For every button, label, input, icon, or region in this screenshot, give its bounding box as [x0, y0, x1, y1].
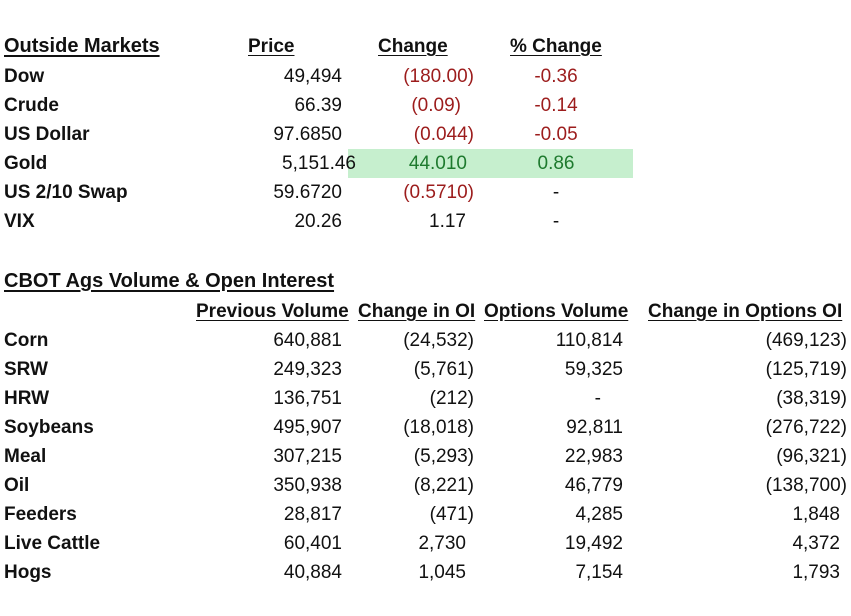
- change-oi: (5,761): [413, 359, 474, 380]
- cbot-row-hrw: HRW 136,751 (212) - (38,319): [0, 384, 851, 413]
- cbot-row-feeders: Feeders 28,817 (471) 4,285 1,848: [0, 500, 851, 529]
- change-header: Change: [378, 36, 448, 57]
- market-name: US 2/10 Swap: [4, 182, 128, 203]
- change-oi-header: Change in OI: [358, 301, 476, 322]
- outside-row-dow: Dow 49,494 (180.00) -0.36: [0, 62, 851, 91]
- change-oi: 2,730: [418, 533, 466, 554]
- market-change: (0.044): [413, 124, 474, 145]
- market-name: Gold: [4, 153, 48, 174]
- market-price: 49,494: [283, 66, 342, 87]
- change-options-oi: (96,321): [776, 446, 847, 467]
- change-options-oi: 1,793: [792, 562, 840, 583]
- cbot-row-oil: Oil 350,938 (8,221) 46,779 (138,700): [0, 471, 851, 500]
- market-name: Crude: [4, 95, 59, 116]
- options-volume: 110,814: [555, 330, 623, 351]
- outside-markets-title: Outside Markets: [4, 35, 160, 57]
- market-pct-change: -0.05: [534, 124, 578, 145]
- market-name: US Dollar: [4, 124, 90, 145]
- market-price: 59.6720: [273, 182, 342, 203]
- change-options-oi: 1,848: [792, 504, 840, 525]
- commodity-name: Feeders: [4, 504, 77, 525]
- outside-row-us-dollar: US Dollar 97.6850 (0.044) -0.05: [0, 120, 851, 149]
- outside-row-gold: Gold 5,151.46 44.010 0.86: [0, 149, 851, 178]
- options-volume: 59,325: [564, 359, 623, 380]
- prev-volume: 249,323: [273, 359, 342, 380]
- commodity-name: Live Cattle: [4, 533, 101, 554]
- change-options-oi: (125,719): [765, 359, 847, 380]
- market-pct-change: -0.14: [534, 95, 578, 116]
- change-options-oi: 4,372: [792, 533, 840, 554]
- gold-highlight: [348, 149, 633, 178]
- change-options-oi: (469,123): [765, 330, 847, 351]
- options-volume: 4,285: [575, 504, 623, 525]
- market-name: VIX: [4, 211, 35, 232]
- cbot-title-row: CBOT Ags Volume & Open Interest: [0, 267, 851, 296]
- options-volume: 22,983: [564, 446, 623, 467]
- prev-volume: 307,215: [273, 446, 342, 467]
- cbot-row-hogs: Hogs 40,884 1,045 7,154 1,793: [0, 558, 851, 587]
- outside-header-row: Outside Markets Price Change % Change: [0, 32, 851, 61]
- commodity-name: Meal: [4, 446, 47, 467]
- cbot-title: CBOT Ags Volume & Open Interest: [4, 270, 335, 292]
- prev-volume: 28,817: [283, 504, 342, 525]
- market-pct-change: -0.36: [534, 66, 578, 87]
- commodity-name: Hogs: [4, 562, 52, 583]
- commodity-name: Corn: [4, 330, 49, 351]
- market-pct-change: -: [552, 182, 560, 203]
- change-options-oi: (276,722): [765, 417, 847, 438]
- market-price: 20.26: [294, 211, 342, 232]
- prev-volume: 350,938: [273, 475, 342, 496]
- options-volume: 46,779: [564, 475, 623, 496]
- prev-volume: 495,907: [273, 417, 342, 438]
- commodity-name: Oil: [4, 475, 30, 496]
- options-volume: 7,154: [575, 562, 623, 583]
- prev-volume-header: Previous Volume: [196, 301, 349, 322]
- prev-volume: 640,881: [273, 330, 342, 351]
- cbot-row-soybeans: Soybeans 495,907 (18,018) 92,811 (276,72…: [0, 413, 851, 442]
- market-change: 1.17: [429, 211, 466, 232]
- change-oi: (24,532): [403, 330, 474, 351]
- prev-volume: 60,401: [283, 533, 342, 554]
- prev-volume: 40,884: [283, 562, 342, 583]
- cbot-row-meal: Meal 307,215 (5,293) 22,983 (96,321): [0, 442, 851, 471]
- pct-change-header: % Change: [510, 36, 602, 57]
- change-oi: (212): [429, 388, 474, 409]
- cbot-header-row: Previous Volume Change in OI Options Vol…: [0, 297, 851, 326]
- market-pct-change: -: [552, 211, 560, 232]
- market-price: 66.39: [294, 95, 342, 116]
- market-pct-change: 0.86: [537, 153, 575, 174]
- commodity-name: HRW: [4, 388, 50, 409]
- market-price: 97.6850: [273, 124, 342, 145]
- change-oi: (8,221): [413, 475, 474, 496]
- options-volume: 92,811: [566, 417, 623, 438]
- market-change: (0.09): [411, 95, 461, 116]
- market-change: (180.00): [403, 66, 474, 87]
- prev-volume: 136,751: [273, 388, 342, 409]
- market-price: 5,151.46: [282, 153, 356, 174]
- outside-row-vix: VIX 20.26 1.17 -: [0, 207, 851, 236]
- commodity-name: Soybeans: [4, 417, 94, 438]
- change-oi: (471): [429, 504, 474, 525]
- change-oi: (5,293): [413, 446, 474, 467]
- market-change: 44.010: [408, 153, 467, 174]
- change-oi: 1,045: [418, 562, 466, 583]
- outside-row-crude: Crude 66.39 (0.09) -0.14: [0, 91, 851, 120]
- options-volume: -: [594, 388, 601, 409]
- price-header: Price: [248, 36, 295, 57]
- commodity-name: SRW: [4, 359, 48, 380]
- change-options-oi: (138,700): [765, 475, 847, 496]
- options-volume-header: Options Volume: [484, 301, 629, 322]
- cbot-row-srw: SRW 249,323 (5,761) 59,325 (125,719): [0, 355, 851, 384]
- market-change: (0.5710): [403, 182, 474, 203]
- market-name: Dow: [4, 66, 45, 87]
- options-volume: 19,492: [564, 533, 623, 554]
- change-options-oi-header: Change in Options OI: [648, 301, 843, 322]
- change-options-oi: (38,319): [776, 388, 847, 409]
- cbot-row-corn: Corn 640,881 (24,532) 110,814 (469,123): [0, 326, 851, 355]
- outside-row-swap: US 2/10 Swap 59.6720 (0.5710) -: [0, 178, 851, 207]
- change-oi: (18,018): [403, 417, 474, 438]
- cbot-row-live-cattle: Live Cattle 60,401 2,730 19,492 4,372: [0, 529, 851, 558]
